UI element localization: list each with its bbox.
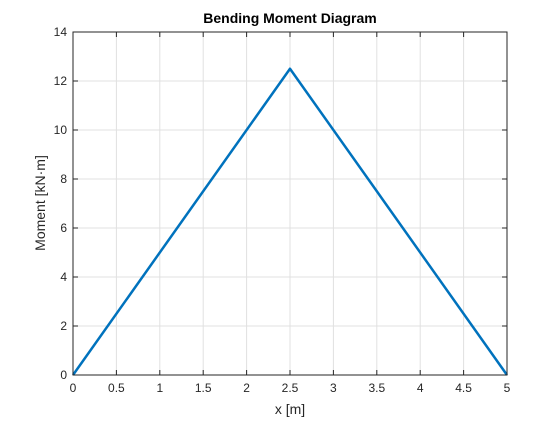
- x-tick-label-3: 1.5: [195, 381, 212, 395]
- x-tick-label-2: 1: [156, 381, 163, 395]
- y-tick-label-6: 12: [54, 74, 68, 88]
- x-tick-label-10: 5: [504, 381, 511, 395]
- x-tick-label-4: 2: [243, 381, 250, 395]
- series-line-0: [71, 67, 509, 376]
- tick-labels: 0 0.5 1 1.5 2 2.5 3 3.5 4 4.5 5 0 2 4 6 8 10 12 14: [54, 25, 511, 395]
- x-tick-label-7: 3.5: [368, 381, 385, 395]
- grid-lines: [73, 32, 507, 375]
- y-tick-label-3: 6: [60, 221, 67, 235]
- y-tick-label-0: 0: [60, 368, 67, 382]
- x-tick-label-9: 4.5: [455, 381, 472, 395]
- y-tick-label-1: 2: [60, 319, 67, 333]
- series-layer: [71, 67, 509, 376]
- x-tick-label-0: 0: [70, 381, 77, 395]
- x-tick-label-5: 2.5: [282, 381, 299, 395]
- x-tick-label-6: 3: [330, 381, 337, 395]
- x-tick-label-1: 0.5: [108, 381, 125, 395]
- x-axis-label: x [m]: [275, 401, 305, 417]
- y-tick-label-7: 14: [54, 25, 68, 39]
- axes-box: [72, 31, 508, 376]
- y-tick-label-2: 4: [60, 270, 67, 284]
- x-tick-label-8: 4: [417, 381, 424, 395]
- y-axis-label: Moment [kN·m]: [32, 155, 48, 251]
- y-tick-label-4: 8: [60, 172, 67, 186]
- chart-title: Bending Moment Diagram: [203, 10, 376, 26]
- y-tick-label-5: 10: [54, 123, 68, 137]
